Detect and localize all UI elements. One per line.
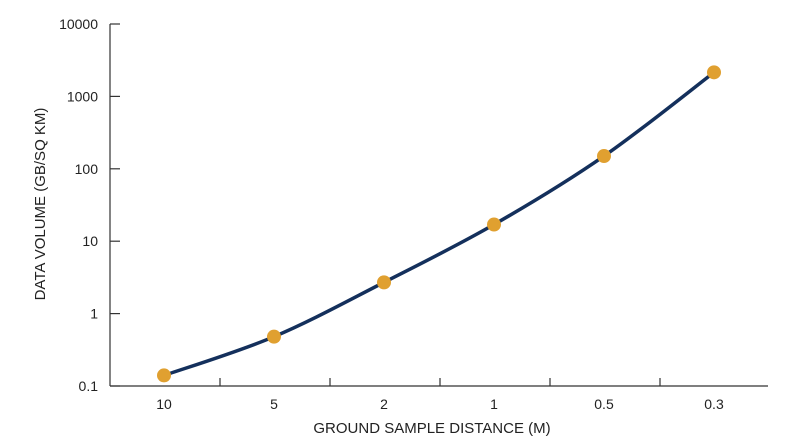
x-tick-label: 1 [490,396,498,412]
y-tick-label: 10000 [59,16,98,32]
x-tick-label: 0.3 [704,396,724,412]
data-point [157,368,171,383]
y-tick-label: 100 [75,161,99,177]
x-tick-label: 2 [380,396,388,412]
x-tick-label: 0.5 [594,396,614,412]
y-tick-label: 1 [90,306,98,322]
data-point [267,329,281,344]
series-group [157,65,721,383]
y-axis-title: DATA VOLUME (GB/SQ KM) [32,108,49,301]
x-axis-title: GROUND SAMPLE DISTANCE (M) [313,420,550,437]
data-point [707,65,721,80]
data-point [487,217,501,232]
y-tick-label: 10 [82,233,98,249]
y-tick-label: 0.1 [79,378,99,394]
series-line [162,70,716,378]
x-tick-label: 5 [270,396,278,412]
x-tick-label: 10 [156,396,172,412]
data-point [597,149,611,164]
data-point [377,275,391,290]
y-tick-label: 1000 [67,88,98,104]
axes: 0.1 1 10 100 1000 10000 10 5 2 1 0.5 0.3 [59,16,768,412]
